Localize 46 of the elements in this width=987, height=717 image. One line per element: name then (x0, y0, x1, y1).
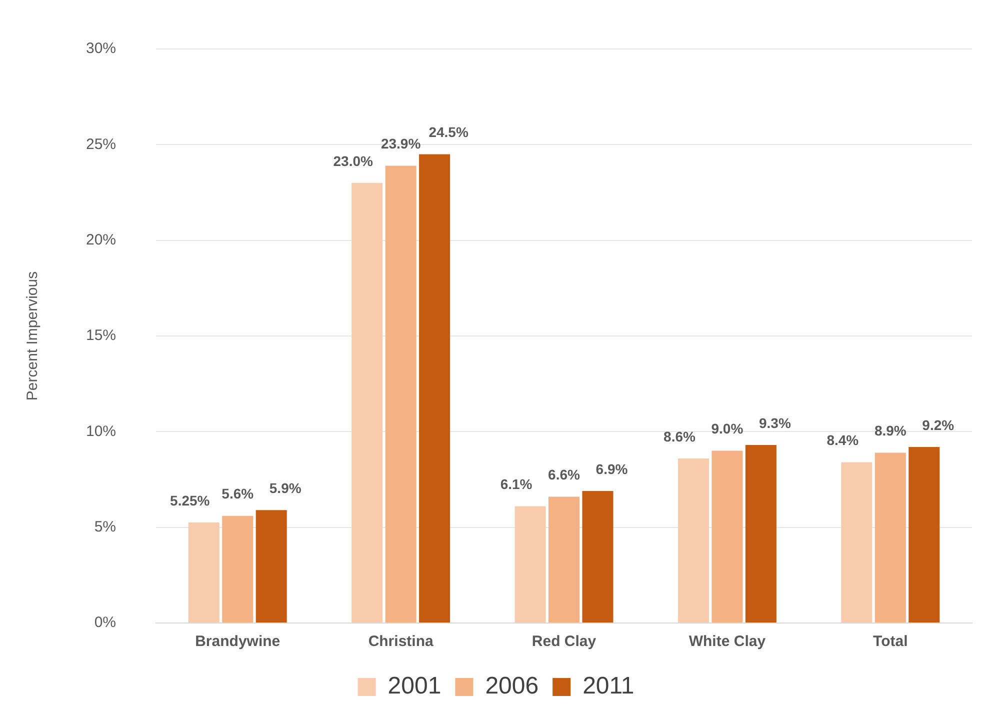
x-tick-label: Christina (368, 633, 434, 650)
data-label: 23.0% (333, 152, 374, 169)
data-label: 5.6% (222, 486, 254, 502)
bar (908, 446, 940, 622)
data-label: 8.6% (664, 428, 696, 444)
data-label: 6.1% (500, 476, 533, 492)
y-tick-label: 10% (86, 422, 116, 440)
data-label: 24.5% (428, 124, 469, 140)
bar (548, 496, 580, 622)
data-label: 6.6% (548, 466, 581, 483)
data-label: 6.9% (596, 460, 628, 477)
bar (385, 166, 416, 622)
y-tick-label: 30% (86, 40, 116, 58)
x-tick-label: White Clay (688, 633, 766, 650)
y-tick-label: 25% (86, 136, 116, 153)
bar (582, 490, 614, 622)
y-axis-title: Percent Impervious (24, 271, 42, 401)
bar (256, 510, 287, 622)
data-label: 5.9% (269, 480, 302, 496)
bar (874, 452, 906, 622)
bar (352, 182, 383, 622)
y-tick-label: 15% (86, 327, 116, 344)
data-label: 23.9% (380, 136, 422, 152)
bar (514, 506, 546, 622)
bar (188, 522, 220, 622)
y-tick-label: 0% (94, 614, 116, 632)
x-tick-label: Brandywine (195, 633, 280, 650)
data-label: 8.4% (826, 432, 860, 448)
legend-label: 2001 (388, 672, 442, 700)
data-label: 9.0% (711, 420, 744, 437)
legend-label: 2011 (582, 672, 634, 700)
bar (419, 154, 450, 622)
data-label: 9.3% (758, 414, 792, 431)
bar (712, 450, 743, 622)
x-tick-label: Red Clay (532, 633, 597, 650)
data-label: 8.9% (874, 422, 907, 439)
bar (745, 445, 776, 622)
legend-label: 2006 (485, 672, 539, 700)
bar (841, 462, 872, 622)
bar (678, 458, 709, 622)
data-label: 5.25% (170, 492, 210, 508)
y-tick-label: 20% (86, 231, 116, 248)
bar (222, 516, 254, 622)
y-tick-label: 5% (94, 518, 116, 536)
x-tick-label: Total (873, 633, 908, 650)
data-label: 9.2% (922, 416, 955, 433)
